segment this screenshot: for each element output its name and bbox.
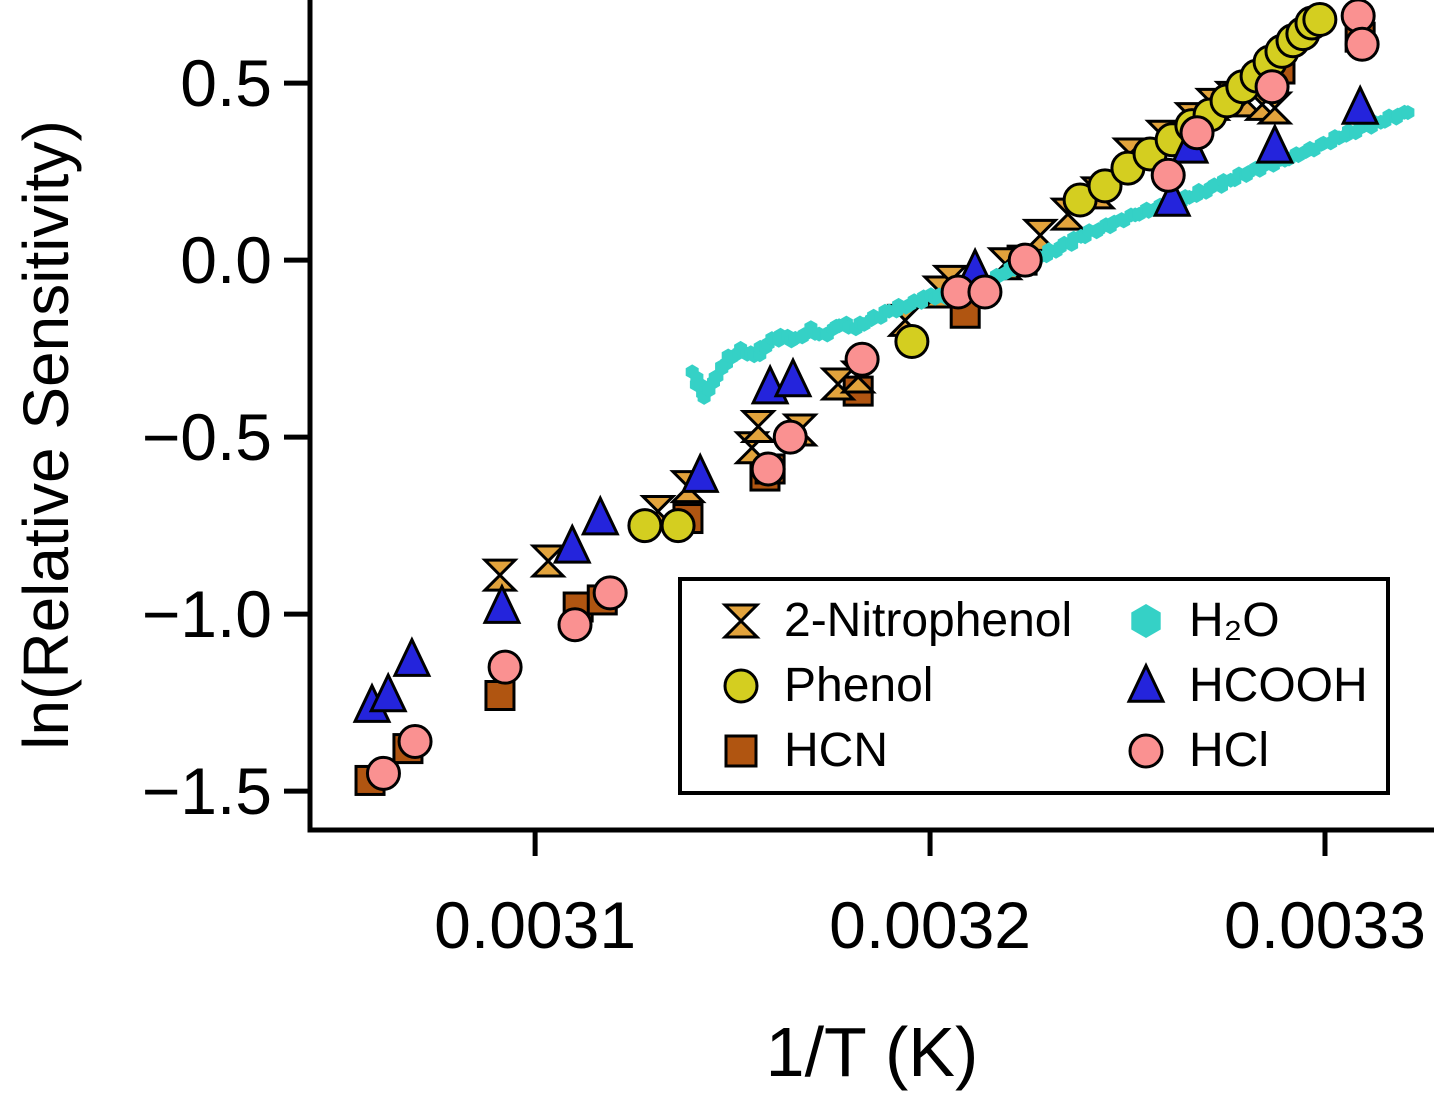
x-tick-label: 0.0033 [1224,888,1426,962]
x-axis-label: 1/T (K) [765,1013,979,1091]
legend-item-HCOOH: HCOOH [1119,659,1376,713]
axes: 0.0031 0.0032 0.0033 0.5 0.0 −0.5 −1.0 −1.5 [142,0,1434,962]
circle-marker-icon [723,668,759,704]
legend-label-HCl: HCl [1189,723,1269,777]
y-tick-label: 0.5 [180,46,272,120]
legend-label-HCN: HCN [784,723,888,777]
series-Phenol [627,1,1338,544]
x-tick-label: 0.0031 [434,888,636,962]
legend-item-H2O: H₂O [1119,594,1376,648]
y-tick-label: −1.5 [142,754,272,828]
x-tick-label: 0.0032 [829,888,1031,962]
circle-marker-icon [1128,733,1164,769]
legend-item-HCl: HCl [1119,724,1376,778]
legend-label-2-Nitrophenol: 2-Nitrophenol [784,594,1073,648]
triangle-marker-icon [1126,662,1166,703]
bowtie-marker-icon [721,603,761,639]
legend-item-2-Nitrophenol: 2-Nitrophenol [714,594,1119,648]
series-H2O [685,104,1415,405]
legend-label-Phenol: Phenol [784,658,934,712]
y-tick-label: −1.0 [142,577,272,651]
series-HCl [365,0,1380,791]
legend-label-HCOOH: HCOOH [1189,658,1368,712]
legend-item-Phenol: Phenol [714,659,1119,713]
y-tick-label: −0.5 [142,400,272,474]
legend-label-H2O: H₂O [1189,594,1280,648]
legend: 2-Nitrophenol H₂O Phenol HCOOH HCN HCl [678,577,1390,795]
y-tick-label: 0.0 [180,223,272,297]
y-axis-label: ln(Relative Sensitivity) [10,120,82,750]
legend-item-HCN: HCN [714,724,1119,778]
hexagon-marker-icon [1131,604,1161,639]
square-marker-icon [724,734,758,768]
